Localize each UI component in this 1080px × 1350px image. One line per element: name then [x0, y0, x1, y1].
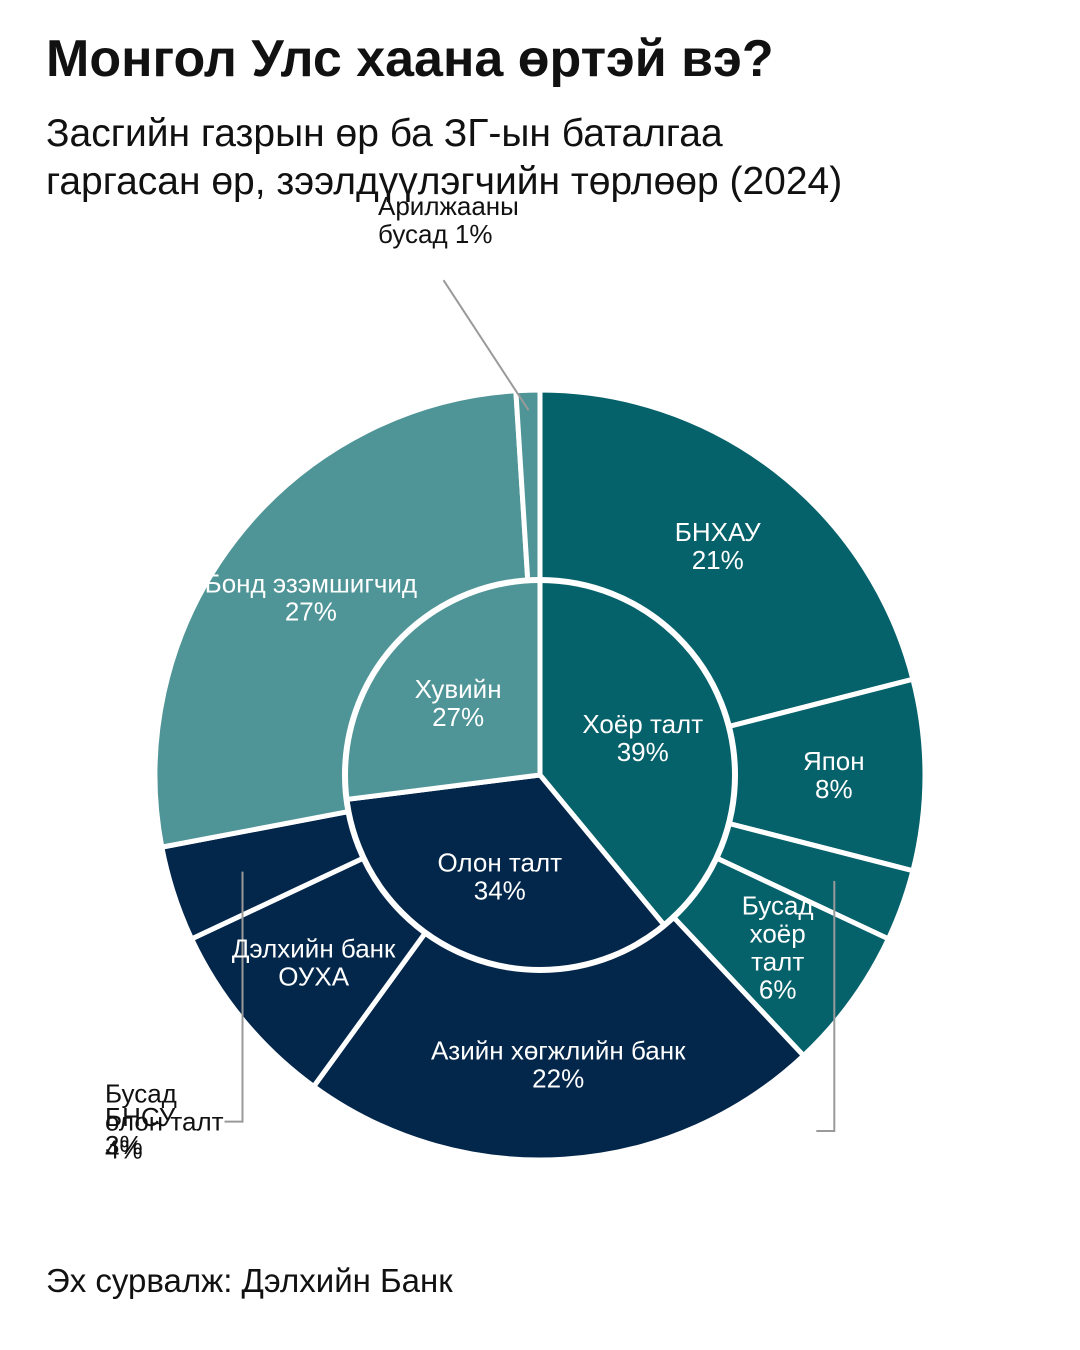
inner-ring — [342, 577, 738, 973]
outer-label-дэлхийн-банк-оуха: Дэлхийн банк ОУХА — [232, 933, 396, 991]
outer-label-япон-line: 8% — [815, 774, 853, 804]
inner-label-хувийн-line: 27% — [432, 702, 484, 732]
outer-label-дэлхийн-банк-оуха-line: Дэлхийн банк — [232, 933, 396, 963]
outer-label-бусад-хоёр-талт-line: 6% — [759, 975, 797, 1005]
outer-label-бнхау-line: БНХАУ — [675, 517, 761, 547]
inner-label-олон-талт: Олон талт 34% — [438, 848, 563, 906]
inner-label-хоёр-талт-line: 39% — [617, 737, 669, 767]
outer-label-бусад-хоёр-талт-line: хоёр — [750, 919, 806, 949]
outer-label-бусад-олон-талт-line: 4% — [105, 1135, 143, 1165]
chart-subtitle: Засгийн газрын өр ба ЗГ-ын баталгаа гарг… — [46, 110, 1046, 206]
leader-lines — [224, 279, 836, 1132]
outer-label-япон-line: Япон — [803, 746, 865, 776]
outer-label-бнхау: БНХАУ 21% — [675, 517, 761, 575]
outer-label-бнсу: БНСУ 3% — [105, 1102, 176, 1160]
outer-label-азийн-хөгжлийн-банк: Азийн хөгжлийн банк 22% — [431, 1035, 686, 1093]
leader-line-бнсу — [816, 880, 836, 1132]
outer-label-бнхау-line: 21% — [692, 545, 744, 575]
outer-label-азийн-хөгжлийн-банк-line: Азийн хөгжлийн банк — [431, 1035, 686, 1065]
leader-line-арилжааны-бусад — [442, 279, 530, 411]
slice-labels: Хоёр талт 39%Олон талт 34%Хувийн 27%БНХАУ 21… — [105, 191, 865, 1164]
inner-ring-border — [342, 577, 738, 973]
inner-label-хувийн-line: Хувийн — [415, 674, 502, 704]
outer-label-япон: Япон 8% — [803, 746, 865, 804]
outer-label-азийн-хөгжлийн-банк-line: 22% — [532, 1063, 584, 1093]
outer-label-бусад-олон-талт: Бусад олон талт 4% — [105, 1079, 224, 1165]
inner-label-олон-талт-line: 34% — [474, 876, 526, 906]
inner-label-олон-талт-line: Олон талт — [438, 848, 563, 878]
leader-line-бусад-олон-талт — [224, 871, 244, 1123]
outer-label-дэлхийн-банк-оуха-line: ОУХА — [278, 961, 350, 991]
outer-label-бонд-эзэмшигчид-line: Бонд эзэмшигчид — [205, 568, 417, 598]
outer-label-арилжааны-бусад: Арилжааны бусад 1% — [378, 191, 519, 249]
outer-label-бусад-хоёр-талт-line: талт — [751, 947, 804, 977]
outer-label-бусад-олон-талт-line: олон талт — [105, 1107, 224, 1137]
outer-label-бонд-эзэмшигчид: Бонд эзэмшигчид 27% — [205, 568, 417, 626]
outer-label-бусад-олон-талт-line: Бусад — [105, 1079, 177, 1109]
outer-label-бонд-эзэмшигчид-line: 27% — [285, 596, 337, 626]
source-note: Эх сурвалж: Дэлхийн Банк — [46, 1262, 453, 1299]
outer-label-бнсу-line: 3% — [105, 1130, 143, 1160]
inner-label-хувийн: Хувийн 27% — [415, 674, 502, 732]
chart-title: Монгол Улс хаана өртэй вэ? — [46, 30, 774, 88]
inner-label-хоёр-талт-line: Хоёр талт — [582, 709, 703, 739]
outer-label-бусад-хоёр-талт-line: Бусад — [742, 891, 814, 921]
outer-label-бнсу-line: БНСУ — [105, 1102, 176, 1132]
subtitle-line-1: Засгийн газрын өр ба ЗГ-ын баталгаа — [46, 112, 723, 155]
subtitle-line-2: гаргасан өр, зээлдүүлэгчийн төрлөөр (202… — [46, 160, 843, 203]
outer-label-арилжааны-бусад-line: Арилжааны — [378, 191, 519, 221]
outer-label-арилжааны-бусад-line: бусад 1% — [378, 219, 492, 249]
inner-label-хоёр-талт: Хоёр талт 39% — [582, 709, 703, 767]
outer-label-бусад-хоёр-талт: Бусад хоёр талт 6% — [742, 891, 814, 1005]
